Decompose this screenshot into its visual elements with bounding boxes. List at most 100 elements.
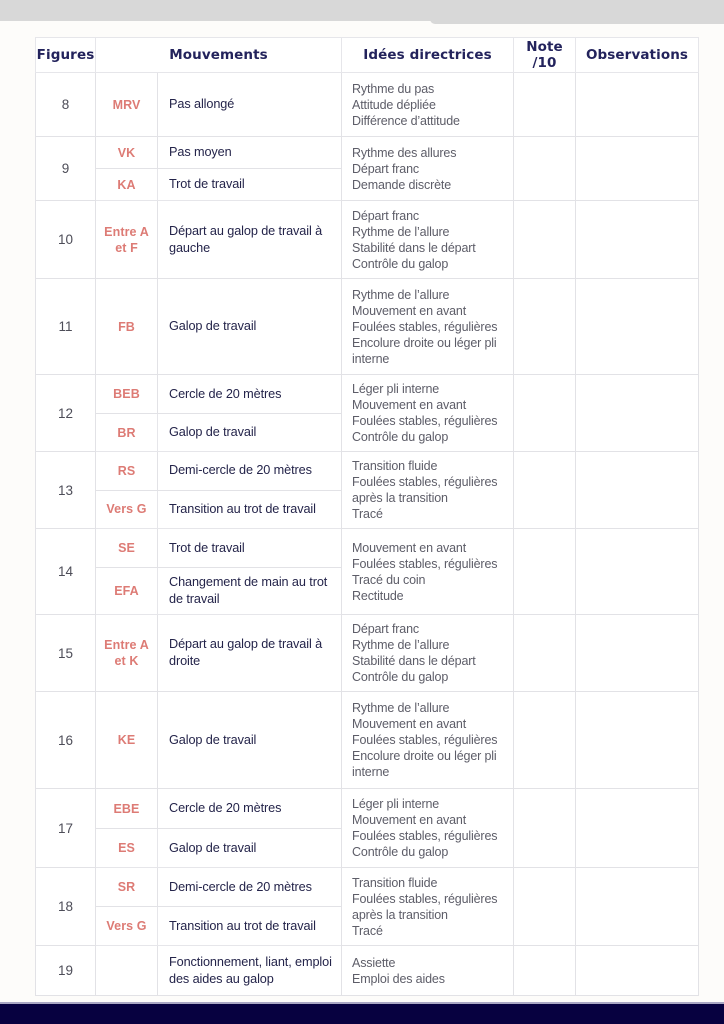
table-subrow: Vers G Transition au trot de travail <box>36 906 699 946</box>
note-cell <box>513 867 577 946</box>
note-cell <box>513 136 577 201</box>
marker-letters: Entre A et K <box>95 614 158 692</box>
marker-letters: KA <box>95 168 158 201</box>
observations-cell <box>575 374 700 452</box>
note-cell <box>513 788 577 868</box>
column-header-idees-directrices: Idées directrices <box>341 37 515 73</box>
table-row: 15 Entre A et K Départ au galop de trava… <box>35 614 700 692</box>
observations-cell <box>575 528 700 615</box>
table-row: 11 FB Galop de travail Rythme de l’allur… <box>35 278 700 375</box>
table-row: 18 SR Demi-cercle de 20 mètres Transitio… <box>35 867 700 946</box>
table-row: 13 RS Demi-cercle de 20 mètres Transitio… <box>35 451 700 529</box>
figure-number: 18 <box>35 867 96 946</box>
table-row: 10 Entre A et F Départ au galop de trava… <box>35 200 700 279</box>
observations-cell <box>575 72 700 137</box>
note-cell <box>513 528 577 615</box>
movement-label: Pas moyen <box>156 136 343 169</box>
marker-letters: BEB <box>95 374 158 414</box>
movement-label: Demi-cercle de 20 mètres <box>156 867 343 907</box>
movement-label: Fonctionnement, liant, emploi des aides … <box>156 945 343 996</box>
guidelines-text: Rythme des allures Départ franc Demande … <box>341 136 515 201</box>
marker-letters: FB <box>95 278 158 375</box>
movement-label: Changement de main au trot de travail <box>156 567 343 615</box>
note-cell <box>513 72 577 137</box>
table-subrow: BR Galop de travail <box>36 413 699 452</box>
observations-cell <box>575 614 700 692</box>
marker-letters: ES <box>95 828 158 868</box>
guidelines-text: Léger pli interne Mouvement en avant Fou… <box>341 374 515 452</box>
table-row: 12 BEB Cercle de 20 mètres Léger pli int… <box>35 374 700 452</box>
movement-label: Départ au galop de travail à gauche <box>156 200 343 279</box>
movement-label: Trot de travail <box>156 168 343 201</box>
marker-letters: RS <box>95 451 158 491</box>
marker-letters: EFA <box>95 567 158 615</box>
marker-letters: VK <box>95 136 158 169</box>
marker-letters <box>95 945 158 996</box>
dressage-score-table: Figures Mouvements Idées directrices Not… <box>35 37 700 996</box>
guidelines-text: Transition fluide Foulées stables, régul… <box>341 867 515 946</box>
marker-letters: Entre A et F <box>95 200 158 279</box>
figure-number: 10 <box>35 200 96 279</box>
movement-label: Demi-cercle de 20 mètres <box>156 451 343 491</box>
note-cell <box>513 945 577 996</box>
figure-number: 16 <box>35 691 96 789</box>
top-gray-bar-right-segment <box>430 0 724 24</box>
note-cell <box>513 278 577 375</box>
column-header-note: Note /10 <box>513 37 577 73</box>
guidelines-text: Assiette Emploi des aides <box>341 945 515 996</box>
figure-number: 13 <box>35 451 96 529</box>
guidelines-text: Rythme du pas Attitude dépliée Différenc… <box>341 72 515 137</box>
movement-label: Galop de travail <box>156 278 343 375</box>
observations-cell <box>575 278 700 375</box>
note-cell <box>513 374 577 452</box>
note-cell <box>513 451 577 529</box>
marker-letters: Vers G <box>95 906 158 946</box>
note-cell <box>513 200 577 279</box>
note-cell <box>513 614 577 692</box>
table-row: 16 KE Galop de travail Rythme de l’allur… <box>35 691 700 789</box>
guidelines-text: Mouvement en avant Foulées stables, régu… <box>341 528 515 615</box>
marker-letters: Vers G <box>95 489 158 529</box>
table-row: 14 SE Trot de travail Mouvement en avant… <box>35 528 700 615</box>
table-row: 8 MRV Pas allongé Rythme du pas Attitude… <box>35 72 700 137</box>
observations-cell <box>575 945 700 996</box>
table-row: 17 EBE Cercle de 20 mètres Léger pli int… <box>35 788 700 868</box>
footer-navy-bar <box>0 1002 724 1024</box>
observations-cell <box>575 451 700 529</box>
observations-cell <box>575 136 700 201</box>
movement-label: Départ au galop de travail à droite <box>156 614 343 692</box>
marker-letters: MRV <box>95 72 158 137</box>
guidelines-text: Rythme de l’allure Mouvement en avant Fo… <box>341 691 515 789</box>
figure-number: 15 <box>35 614 96 692</box>
marker-letters: BR <box>95 413 158 452</box>
figure-number: 14 <box>35 528 96 615</box>
guidelines-text: Transition fluide Foulées stables, régul… <box>341 451 515 529</box>
figure-number: 19 <box>35 945 96 996</box>
marker-letters: SE <box>95 528 158 568</box>
movement-label: Transition au trot de travail <box>156 906 343 946</box>
movement-label: Trot de travail <box>156 528 343 568</box>
figure-number: 17 <box>35 788 96 868</box>
table-subrow: ES Galop de travail <box>36 828 699 868</box>
column-header-figures: Figures <box>35 37 96 73</box>
movement-label: Cercle de 20 mètres <box>156 788 343 829</box>
observations-cell <box>575 788 700 868</box>
movement-label: Galop de travail <box>156 828 343 868</box>
movement-label: Pas allongé <box>156 72 343 137</box>
figure-number: 12 <box>35 374 96 452</box>
movement-label: Galop de travail <box>156 413 343 452</box>
figure-number: 9 <box>35 136 96 201</box>
movement-label: Galop de travail <box>156 691 343 789</box>
movement-label: Transition au trot de travail <box>156 489 343 529</box>
figure-number: 8 <box>35 72 96 137</box>
table-subrow: KA Trot de travail <box>36 168 699 201</box>
observations-cell <box>575 691 700 789</box>
table-subrow: Vers G Transition au trot de travail <box>36 489 699 529</box>
marker-letters: EBE <box>95 788 158 829</box>
observations-cell <box>575 200 700 279</box>
guidelines-text: Départ franc Rythme de l’allure Stabilit… <box>341 200 515 279</box>
column-header-mouvements: Mouvements <box>94 37 343 73</box>
guidelines-text: Léger pli interne Mouvement en avant Fou… <box>341 788 515 868</box>
note-cell <box>513 691 577 789</box>
guidelines-text: Départ franc Rythme de l’allure Stabilit… <box>341 614 515 692</box>
